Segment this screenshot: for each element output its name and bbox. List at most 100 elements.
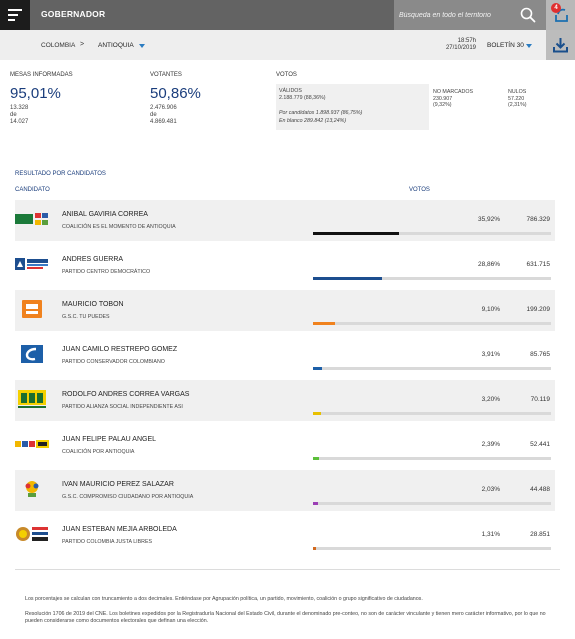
menu-icon-line (8, 19, 15, 21)
candidate-name: ANIBAL GAVIRIA CORREA (62, 211, 148, 218)
votantes-label: VOTANTES (150, 72, 182, 78)
candidate-votes: 85.765 (530, 351, 550, 358)
compromiso-logo (25, 481, 39, 497)
department-dropdown-icon[interactable] (139, 44, 145, 48)
breadcrumb-country[interactable]: COLOMBIA (41, 42, 76, 49)
vote-bar-track (313, 412, 551, 415)
no-marcados: NO MARCADOS 230.907 (9,32%) (433, 89, 473, 109)
bulletin-selector[interactable]: BOLETÍN 30 (487, 42, 524, 49)
mesas-percentage: 95,01% (10, 85, 61, 102)
votos-label: VOTOS (276, 72, 297, 78)
mesas-total: 14.027 (10, 119, 29, 125)
mesas-label: MESAS INFORMADAS (10, 72, 73, 78)
coalicion-logo (15, 213, 48, 225)
votantes-total: 4.869.481 (150, 119, 177, 125)
candidate-row[interactable]: JUAN ESTEBAN MEJIA ARBOLEDA PARTIDO COLOM… (15, 515, 555, 556)
candidate-percentage: 3,20% (481, 396, 500, 403)
candidate-votes: 52.441 (530, 441, 550, 448)
menu-icon-line (8, 14, 18, 16)
bulletin-datetime: 18:57h 27/10/2019 (412, 38, 476, 52)
candidate-percentage: 2,39% (481, 441, 500, 448)
validos-label: VÁLIDOS (279, 88, 302, 94)
page-title: GOBERNADOR (41, 9, 106, 19)
candidate-name: JUAN CAMILO RESTREPO GOMEZ (62, 346, 178, 353)
por-candidatos: Por candidatos 1.898.937 (86,75%) (279, 110, 363, 116)
share-icon (555, 8, 568, 22)
vote-bar-track (313, 547, 551, 550)
no-marcados-pct: (9,32%) (433, 102, 452, 108)
votantes-detail: 2.476.906 de 4.869.481 (150, 105, 177, 126)
votantes-count: 2.476.906 (150, 105, 177, 111)
footer-divider (15, 569, 560, 570)
candidate-name: RODOLFO ANDRES CORREA VARGAS (62, 391, 190, 398)
vote-bar-fill (313, 367, 323, 370)
search-box (394, 0, 546, 30)
en-blanco: En blanco 289.842 (13,24%) (279, 118, 347, 124)
candidate-row[interactable]: JUAN FELIPE PALAU ANGEL COALICIÓN POR ANT… (15, 425, 555, 466)
nulos-label: NULOS (508, 89, 527, 95)
candidate-name: ANDRES GUERRA (62, 256, 124, 263)
candidate-row[interactable]: MAURICIO TOBON G.S.C. TU PUEDES 9,10% 199.2… (15, 290, 555, 331)
menu-button[interactable] (0, 0, 30, 30)
vote-bar-fill (313, 547, 317, 550)
colombia-justa-logo (16, 527, 48, 541)
candidate-party: COALICIÓN ES EL MOMENTO DE ANTIOQUIA (62, 224, 176, 230)
vote-bar-fill (313, 457, 319, 460)
vote-bar-fill (313, 502, 318, 505)
breadcrumb-department[interactable]: ANTIOQUIA (98, 42, 134, 49)
search-input[interactable] (399, 8, 517, 22)
votantes-of: de (150, 112, 157, 118)
no-marcados-value: 230.907 (433, 95, 453, 102)
candidate-row[interactable]: ANIBAL GAVIRIA CORREA COALICIÓN ES EL MOM… (15, 200, 555, 241)
candidate-row[interactable]: ANDRES GUERRA PARTIDO CENTRO DEMOCRÁTICO 2… (15, 245, 555, 286)
menu-icon (8, 9, 22, 11)
notifications-button[interactable]: 4 (546, 0, 575, 30)
candidate-party: COALICIÓN POR ANTIOQUIA (62, 449, 135, 455)
search-icon[interactable] (519, 6, 537, 24)
candidate-row[interactable]: IVAN MAURICIO PEREZ SALAZAR G.S.C. COMPRO… (15, 470, 555, 511)
nulos: NULOS 57.220 (2,31%) (508, 89, 527, 109)
download-button[interactable] (546, 30, 575, 60)
valid-votes-box: VÁLIDOS 2.188.779 (88,36%) Por candidato… (276, 84, 429, 130)
candidate-name: MAURICIO TOBON (62, 301, 124, 308)
candidate-party: G.S.C. TU PUEDES (62, 314, 110, 320)
location-bar: COLOMBIA > ANTIOQUIA 18:57h 27/10/2019 B… (0, 30, 575, 60)
candidate-party: PARTIDO ALIANZA SOCIAL INDEPENDIENTE ASI (62, 404, 183, 410)
asi-logo (18, 390, 46, 408)
validos-value: 2.188.779 (88,36%) (279, 95, 326, 101)
vote-bar-track (313, 457, 551, 460)
candidate-percentage: 28,86% (477, 261, 500, 268)
tu-puedes-logo (22, 300, 42, 318)
vote-bar-fill (313, 412, 321, 415)
vote-bar-track (313, 322, 551, 325)
column-header-votes: VOTOS (409, 187, 430, 193)
candidate-votes: 28.851 (530, 531, 550, 538)
bulletin-dropdown-icon[interactable] (526, 44, 532, 48)
candidate-party: PARTIDO COLOMBIA JUSTA LIBRES (62, 539, 153, 545)
centro-democratico-logo (15, 258, 48, 270)
candidate-percentage: 35,92% (477, 216, 500, 223)
no-marcados-label: NO MARCADOS (433, 89, 474, 95)
vote-bar-track (313, 232, 551, 235)
footnote-resolution: Resolución 1706 de 2019 del CNE. Los bol… (25, 611, 546, 624)
candidate-percentage: 3,91% (481, 351, 500, 358)
mesas-of: de (10, 112, 17, 118)
candidate-party: PARTIDO CONSERVADOR COLOMBIANO (62, 359, 165, 365)
vote-bar-track (313, 502, 551, 505)
candidate-name: IVAN MAURICIO PEREZ SALAZAR (62, 481, 174, 488)
candidate-votes: 70.119 (530, 396, 550, 403)
candidate-votes: 631.715 (526, 261, 551, 268)
candidate-row[interactable]: JUAN CAMILO RESTREPO GOMEZ PARTIDO CONSER… (15, 335, 555, 376)
vote-bar-track (313, 277, 551, 280)
candidate-percentage: 2,03% (481, 486, 500, 493)
nulos-pct: (2,31%) (508, 102, 527, 108)
candidate-percentage: 9,10% (481, 306, 500, 313)
polo-logo (15, 440, 49, 448)
candidate-name: JUAN FELIPE PALAU ANGEL (62, 436, 157, 443)
bulletin-date: 27/10/2019 (445, 45, 476, 51)
vote-bar-fill (313, 232, 399, 235)
candidate-row[interactable]: RODOLFO ANDRES CORREA VARGAS PARTIDO ALIA… (15, 380, 555, 421)
candidate-party: PARTIDO CENTRO DEMOCRÁTICO (62, 269, 151, 275)
mesas-count: 13.328 (10, 105, 29, 111)
candidate-votes: 44.488 (530, 486, 550, 493)
